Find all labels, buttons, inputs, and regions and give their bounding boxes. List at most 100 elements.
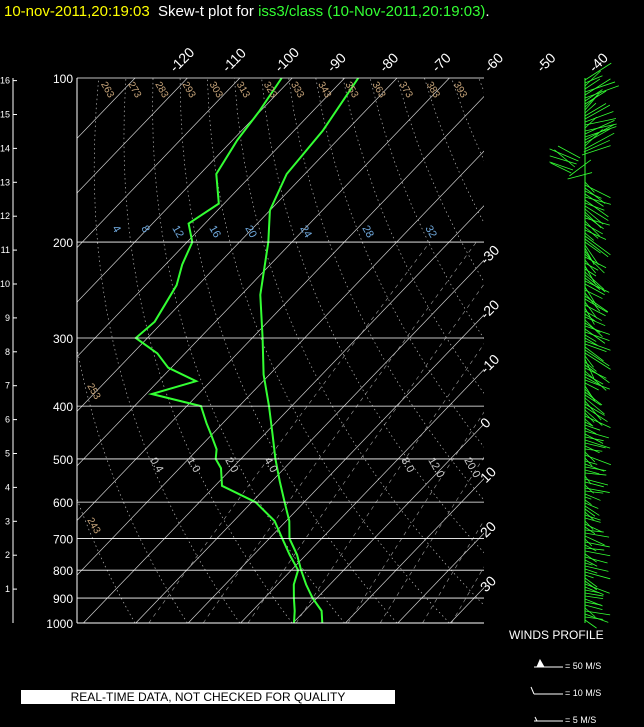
wind-key-10-barb — [530, 686, 563, 695]
wind-barb — [584, 325, 610, 335]
wind-barb — [584, 406, 608, 423]
wind-barb — [584, 619, 597, 629]
wind-barb — [584, 205, 609, 221]
dry-adiabat-label: 363 — [370, 80, 388, 100]
wind-barb — [584, 562, 593, 566]
wind-barb — [584, 595, 604, 600]
isotherm-line — [77, 78, 188, 194]
pressure-tick-label: 800 — [53, 564, 73, 578]
wind-barb — [584, 241, 601, 254]
wind-barb — [584, 355, 594, 368]
wind-barb — [584, 244, 599, 265]
wind-barb — [584, 478, 609, 486]
wind-barb — [584, 454, 612, 466]
mixing-ratio-line — [379, 456, 484, 623]
wind-barb — [584, 280, 610, 293]
wind-barb — [584, 565, 609, 572]
dry-adiabat-label: 373 — [397, 80, 415, 100]
wind-barb — [584, 214, 604, 230]
wind-barb — [584, 574, 594, 579]
wind-barb — [584, 532, 610, 538]
wind-barb — [584, 268, 597, 277]
wind-barb — [584, 511, 594, 521]
dry-adiabat-line — [152, 78, 345, 623]
wind-barb — [584, 571, 611, 580]
dry-adiabat-label: 243 — [84, 516, 102, 536]
dry-adiabat-line — [77, 346, 188, 623]
pressure-tick-label: 900 — [53, 592, 73, 606]
wind-barb — [584, 535, 605, 546]
wind-barb — [584, 544, 597, 552]
dry-adiabat-line — [93, 78, 241, 623]
wind-barb — [584, 202, 605, 211]
wind-barb — [584, 337, 598, 346]
wind-barb — [584, 118, 617, 126]
wind-barb — [584, 439, 611, 449]
wind-barb — [549, 155, 577, 165]
mixing-ratio-label: 4.0 — [261, 456, 279, 475]
wind-barb — [584, 580, 597, 591]
wind-barb — [584, 346, 604, 362]
wind-barb — [584, 301, 598, 319]
quality-notice: REAL-TIME DATA, NOT CHECKED FOR QUALITY — [20, 689, 396, 705]
wind-barb — [549, 148, 579, 162]
pressure-tick-label: 300 — [53, 332, 73, 346]
plot-area — [77, 78, 484, 623]
wind-barb — [584, 349, 610, 367]
wind-barb — [584, 592, 604, 597]
wind-barb — [584, 517, 601, 523]
mixing-ratio-label: 2.0 — [222, 456, 240, 475]
mixing-ratio-label: 8.0 — [398, 456, 416, 475]
wind-barb — [584, 85, 619, 99]
isotherm-top-label: -50 — [533, 49, 559, 75]
wind-barb — [584, 583, 610, 594]
wind-key-10-label: = 10 M/S — [565, 688, 602, 698]
wind-barb — [584, 472, 607, 476]
wind-barb — [584, 550, 611, 557]
isotherm-line — [77, 78, 293, 303]
wind-barb — [549, 161, 574, 171]
wind-barb — [584, 400, 602, 421]
wind-barb — [584, 90, 602, 108]
wind-barb — [584, 307, 595, 325]
wind-barb — [584, 304, 606, 317]
wind-barb — [584, 94, 599, 111]
wind-barb — [584, 256, 607, 269]
mixing-ratio-label: 1.0 — [184, 456, 202, 475]
dry-adiabat-line — [123, 78, 293, 623]
mixing-ratio-label: 12 — [169, 224, 186, 241]
wind-barb — [584, 265, 597, 285]
title-datetime: (10-Nov-2011,20:19:03) — [327, 3, 486, 20]
wind-barb — [584, 111, 614, 123]
wind-barb — [584, 313, 596, 322]
mixing-ratio-label: 28 — [359, 224, 376, 241]
wind-barb — [584, 376, 599, 385]
height-tick-label: 16 — [0, 76, 10, 86]
temperature-profile — [259, 78, 360, 623]
wind-key-5-label: = 5 M/S — [565, 715, 597, 725]
dry-adiabat-label: 263 — [98, 80, 116, 100]
wind-barb — [584, 427, 597, 435]
isotherm-top-label: -70 — [428, 49, 454, 75]
wind-barb — [584, 466, 607, 472]
wind-barb — [584, 415, 611, 429]
wind-barb — [581, 145, 611, 156]
wind-barb — [584, 391, 603, 406]
wind-barb — [584, 343, 607, 353]
wind-barb — [584, 328, 606, 344]
isotherm-top-label: -60 — [481, 49, 507, 75]
wind-barb — [584, 469, 600, 475]
isotherm-line — [77, 78, 450, 467]
dry-adiabat-line — [451, 78, 484, 161]
height-tick-label: 12 — [0, 211, 10, 221]
wind-barb — [584, 331, 610, 342]
isotherm-line — [397, 532, 484, 623]
mixing-ratio-label: 16 — [206, 224, 223, 241]
wind-barb — [584, 352, 611, 370]
wind-barb — [584, 487, 610, 493]
wind-barb — [584, 289, 603, 299]
isotherm-top-label: -120 — [166, 44, 197, 75]
wind-barb — [584, 379, 610, 390]
wind-barb — [584, 361, 597, 372]
mixing-ratio-line — [295, 343, 484, 623]
